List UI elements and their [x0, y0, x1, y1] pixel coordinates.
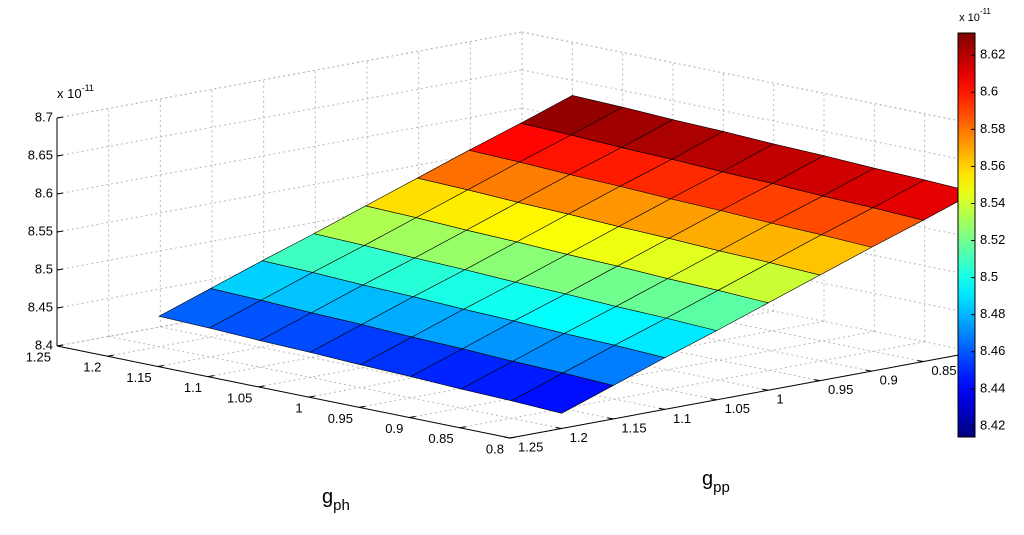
axes: 8.4 8.45 8.5 8.55 8.6 8.65 8.7 0.8 0.85 0.9 0.95 1 1…	[26, 32, 1005, 456]
y-tick	[503, 436, 511, 439]
colorbar-tick-label: 8.52	[980, 232, 1005, 247]
y-tick-label: 1.25	[518, 439, 543, 454]
grid-line	[459, 341, 925, 429]
z-tick-label: 8.7	[35, 109, 53, 124]
z-multiplier-exponent: -11	[82, 83, 94, 93]
surface-cell	[519, 95, 624, 136]
z-tick	[56, 116, 64, 119]
colorbar-tick-label: 8.6	[980, 84, 998, 99]
y-tick-label: 1.15	[621, 420, 646, 435]
x-tick-label: 0.95	[328, 411, 353, 426]
colorbar-tick-label: 8.48	[980, 306, 1005, 321]
y-tick-label: 0.95	[828, 382, 853, 397]
colorbar-tick-label: 8.46	[980, 343, 1005, 358]
y-tick	[555, 426, 562, 429]
x-tick	[459, 426, 466, 429]
y-axis	[509, 351, 976, 439]
x-tick-label: 1	[295, 401, 302, 416]
colorbar-tick-label: 8.54	[980, 195, 1005, 210]
grid-line	[108, 335, 562, 429]
x-tick-label: 1.05	[227, 390, 252, 405]
x-tick-label: 0.9	[385, 421, 403, 436]
y-tick-label: 1.2	[570, 430, 588, 445]
z-tick-label: 8.65	[28, 147, 53, 162]
x-tick	[258, 385, 265, 388]
x-tick	[157, 364, 164, 367]
x-tick-label: 1.25	[26, 349, 51, 364]
y-tick	[658, 407, 666, 410]
y-tick-label: 1.05	[725, 401, 750, 416]
x-tick-label: 0.8	[486, 441, 504, 456]
grid-line	[56, 69, 523, 157]
x-tick	[509, 436, 517, 439]
colorbar-tick-label: 8.44	[980, 380, 1005, 395]
x-tick	[409, 416, 416, 419]
x-label-subscript: ph	[333, 497, 350, 514]
x-tick-label: 1.1	[184, 380, 202, 395]
z-tick-label: 8.5	[35, 261, 53, 276]
x-axis-label: gph	[322, 486, 350, 514]
grid-line	[409, 331, 875, 419]
y-tick	[607, 417, 614, 420]
colorbar-multiplier-base: x 10	[959, 12, 980, 24]
colorbar-tick-label: 8.58	[980, 121, 1005, 136]
z-tick	[56, 268, 64, 271]
x-axis	[56, 345, 511, 439]
y-tick	[710, 398, 717, 401]
y-tick	[865, 369, 872, 372]
x-tick	[56, 344, 64, 347]
box-edge	[521, 31, 976, 125]
colorbar-tick-label: 8.5	[980, 269, 998, 284]
x-tick	[308, 395, 315, 398]
grid-line	[521, 69, 976, 163]
z-multiplier: x 10-11	[57, 83, 94, 101]
colorbar-multiplier: x 10-11	[959, 7, 991, 24]
x-tick	[207, 375, 215, 378]
y-tick-label: 0.9	[880, 373, 898, 388]
z-multiplier-base: x 10	[57, 86, 82, 101]
grid-line	[56, 107, 523, 195]
x-tick-label: 1.2	[83, 360, 101, 375]
y-tick	[917, 360, 924, 363]
colorbar-tick-label: 8.42	[980, 417, 1005, 432]
colorbar	[957, 32, 976, 438]
z-tick-label: 8.45	[28, 299, 53, 314]
x-tick	[358, 405, 366, 408]
y-label-text: g	[702, 468, 713, 490]
box-edge	[56, 31, 523, 119]
z-tick	[56, 306, 64, 309]
x-tick-label: 1.15	[126, 370, 151, 385]
colorbar-tick-label: 8.62	[980, 47, 1005, 62]
z-tick	[56, 192, 64, 195]
z-tick	[56, 154, 64, 157]
grid-line	[56, 183, 523, 271]
y-tick	[762, 388, 769, 391]
y-axis-label: gpp	[702, 468, 730, 496]
z-tick	[56, 230, 64, 233]
z-tick-label: 8.4	[35, 337, 53, 352]
colorbar-tick-label: 8.56	[980, 158, 1005, 173]
y-tick	[813, 379, 821, 382]
grid-line	[56, 145, 523, 233]
x-tick-label: 0.85	[428, 431, 453, 446]
z-tick-label: 8.55	[28, 223, 53, 238]
y-tick-label: 0.85	[931, 363, 956, 378]
grid-line	[160, 326, 614, 420]
y-tick-label: 1	[776, 392, 783, 407]
y-label-subscript: pp	[713, 479, 730, 496]
z-tick-label: 8.6	[35, 185, 53, 200]
x-label-text: g	[322, 486, 333, 508]
y-tick-label: 1.1	[673, 411, 691, 426]
x-tick	[107, 354, 114, 357]
surface	[158, 95, 976, 414]
colorbar-multiplier-exponent: -11	[980, 7, 992, 16]
